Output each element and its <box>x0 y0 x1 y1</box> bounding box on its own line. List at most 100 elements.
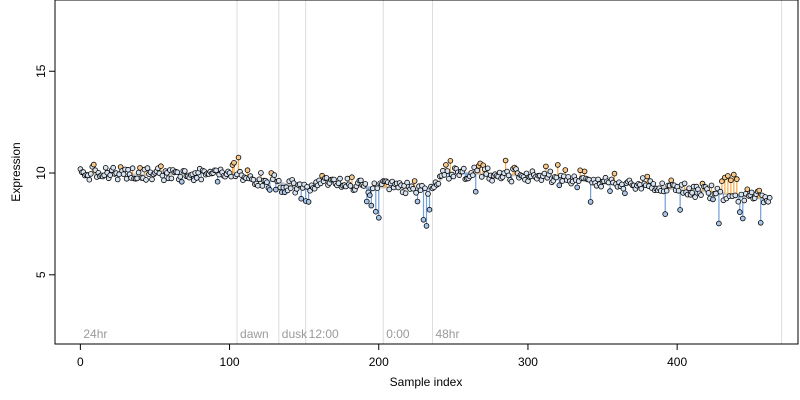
data-point <box>611 170 618 177</box>
data-point <box>144 165 151 171</box>
data-point <box>149 176 155 183</box>
data-point <box>574 184 580 191</box>
data-point <box>716 220 722 227</box>
data-point <box>259 183 266 189</box>
data-point <box>425 191 431 197</box>
x-tick-label: 400 <box>667 355 687 369</box>
data-point <box>305 199 312 205</box>
data-point <box>375 215 382 221</box>
data-point <box>735 198 742 205</box>
data-point <box>483 171 490 177</box>
plot-frame <box>54 0 799 345</box>
data-point <box>410 185 416 192</box>
data-point <box>161 177 167 184</box>
data-point <box>271 172 278 178</box>
data-point <box>607 188 613 194</box>
data-point <box>668 177 674 184</box>
x-tick-label: 300 <box>518 355 538 369</box>
y-tick-label: 5 <box>34 271 48 278</box>
data-point <box>446 176 452 182</box>
data-point <box>179 179 185 185</box>
x-tick-label: 100 <box>220 355 240 369</box>
phase-label: 12:00 <box>309 327 339 341</box>
data-point <box>135 169 142 176</box>
data-point <box>598 183 604 190</box>
data-point <box>168 175 175 182</box>
x-axis: 0 100 200 300 400 <box>77 344 687 369</box>
data-point <box>231 160 237 166</box>
data-point <box>675 188 682 194</box>
data-point <box>553 174 560 181</box>
data-point <box>129 165 136 172</box>
data-point <box>417 187 424 194</box>
data-point <box>366 192 373 199</box>
data-point <box>182 168 188 174</box>
data-point <box>622 190 628 197</box>
data-point <box>710 196 716 203</box>
data-point <box>744 186 751 193</box>
data-point <box>290 180 297 186</box>
data-point <box>362 181 369 187</box>
data-point <box>523 170 530 177</box>
data-point <box>123 176 130 182</box>
data-point <box>650 181 657 187</box>
data-point <box>413 190 419 196</box>
data-point <box>644 173 651 180</box>
data-point <box>386 186 393 193</box>
data-point <box>472 188 479 195</box>
data-point <box>358 177 364 184</box>
data-point <box>681 180 688 187</box>
data-point <box>369 185 376 192</box>
data-point <box>639 175 646 181</box>
data-point <box>741 197 748 204</box>
data-point <box>344 175 351 182</box>
y-tick-label: 15 <box>34 64 48 78</box>
data-point <box>766 194 773 201</box>
data-point <box>444 168 451 174</box>
data-point <box>659 180 665 187</box>
data-point <box>460 165 467 172</box>
data-point <box>423 223 430 229</box>
data-point <box>543 163 549 170</box>
data-point <box>88 171 94 177</box>
data-point <box>198 176 205 183</box>
data-point <box>692 194 698 200</box>
data-point <box>272 186 279 193</box>
data-point <box>374 185 381 192</box>
data-point <box>730 171 737 178</box>
x-tick-label: 200 <box>369 355 389 369</box>
data-point <box>728 177 734 184</box>
data-point <box>441 172 448 178</box>
data-point <box>705 190 712 196</box>
data-point <box>748 189 755 196</box>
data-point <box>698 192 704 198</box>
data-point <box>736 209 743 215</box>
data-point <box>738 191 745 198</box>
data-point <box>371 180 378 187</box>
data-point <box>756 187 762 194</box>
data-point <box>275 177 282 184</box>
data-point <box>266 187 273 193</box>
y-axis-title: Expression <box>9 142 23 201</box>
data-point <box>489 177 495 184</box>
x-tick-label: 0 <box>77 355 84 369</box>
data-point <box>174 169 181 176</box>
data-points <box>77 154 773 229</box>
data-point <box>363 198 370 205</box>
data-point <box>677 207 683 213</box>
data-point <box>411 178 418 184</box>
data-point <box>255 182 261 189</box>
data-point <box>435 181 442 187</box>
data-point <box>158 163 164 170</box>
data-point <box>502 157 509 164</box>
data-point <box>422 185 428 192</box>
data-point <box>484 165 491 172</box>
data-point <box>732 192 739 199</box>
data-point <box>244 167 251 174</box>
data-point <box>414 198 421 205</box>
data-point <box>177 174 184 180</box>
data-point <box>86 176 93 183</box>
data-point <box>733 176 740 182</box>
data-point <box>562 167 569 173</box>
data-point <box>323 175 330 181</box>
